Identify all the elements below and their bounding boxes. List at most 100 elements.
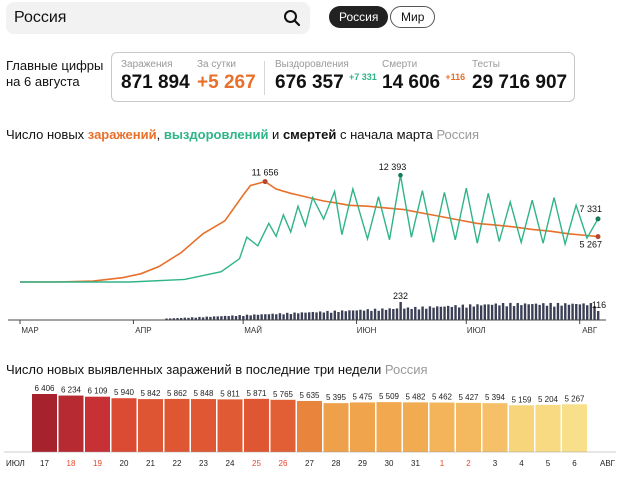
- death-bar: [597, 311, 600, 320]
- death-bar: [198, 316, 201, 320]
- day-label: 31: [411, 459, 420, 468]
- death-bar: [553, 306, 556, 320]
- day-bar: [297, 400, 322, 452]
- day-label: 29: [358, 459, 367, 468]
- death-bar: [527, 304, 530, 320]
- death-bar: [286, 312, 289, 320]
- day-value-label: 5 204: [538, 395, 559, 404]
- stat-label: Заражения: [121, 59, 173, 70]
- death-bar: [388, 308, 391, 320]
- day-label: 30: [385, 459, 394, 468]
- stat-infections: Заражения 871 894: [121, 59, 190, 94]
- death-bar: [406, 307, 410, 320]
- day-value-label: 5 427: [458, 393, 479, 402]
- month-end-label: АВГ: [600, 459, 616, 468]
- day-value-label: 5 940: [114, 388, 135, 397]
- death-bar: [201, 317, 205, 320]
- title-part: Число новых: [6, 127, 88, 142]
- day-bar: [482, 403, 508, 452]
- month-label: АВГ: [582, 326, 598, 335]
- death-bar: [487, 304, 490, 320]
- death-bar: [337, 312, 340, 320]
- day-bar: [323, 403, 349, 452]
- death-bar: [366, 309, 369, 320]
- month-label: МАР: [21, 326, 38, 335]
- death-bar: [567, 304, 571, 320]
- death-bar: [450, 306, 454, 320]
- death-bar: [227, 316, 230, 320]
- death-bar: [571, 303, 574, 320]
- death-bar: [534, 303, 538, 320]
- deaths-peak-label: 232: [393, 291, 408, 301]
- day-bar: [509, 405, 534, 452]
- death-bar: [187, 317, 190, 320]
- day-label: 28: [332, 459, 341, 468]
- death-bar: [245, 314, 249, 320]
- death-bar: [447, 305, 450, 320]
- death-bar: [414, 306, 417, 320]
- death-bar: [461, 304, 465, 320]
- day-value-label: 5 765: [273, 390, 294, 399]
- stat-delta: +116: [445, 72, 466, 82]
- month-start-label: ИЮЛ: [6, 459, 25, 468]
- death-bar: [231, 315, 234, 320]
- recoveries-peak-label: 12 393: [379, 162, 407, 172]
- death-bar: [476, 304, 479, 320]
- tab-world[interactable]: Мир: [390, 6, 436, 28]
- search-icon[interactable]: [282, 8, 302, 28]
- death-bar: [282, 314, 285, 320]
- death-bar: [234, 316, 238, 320]
- stat-daily: За сутки +5 267: [197, 59, 256, 94]
- day-bar: [58, 395, 84, 452]
- death-bar: [304, 312, 307, 320]
- search-input[interactable]: [14, 2, 274, 34]
- day-label: 21: [146, 459, 155, 468]
- day-label: 26: [279, 459, 288, 468]
- day-bar: [191, 399, 216, 452]
- day-value-label: 6 406: [34, 384, 55, 393]
- day-value-label: 5 842: [140, 389, 161, 398]
- death-bar: [362, 310, 366, 320]
- death-bar: [311, 312, 315, 320]
- stat-value-wrap: 676 357 +7 331: [275, 72, 377, 94]
- title-part: ,: [156, 127, 164, 142]
- death-bar: [384, 309, 388, 320]
- death-bar: [355, 310, 358, 320]
- death-bar: [520, 305, 523, 320]
- day-label: 3: [493, 459, 498, 468]
- stat-value: 29 716 907: [472, 72, 568, 93]
- day-bar: [562, 404, 587, 452]
- day-value-label: 5 475: [352, 392, 373, 401]
- death-bar: [194, 317, 197, 320]
- day-label: 24: [226, 459, 235, 468]
- death-bar: [542, 303, 545, 320]
- day-label: 27: [305, 459, 314, 468]
- stats-panel: Заражения 871 894 За сутки +5 267 Выздор…: [111, 52, 575, 102]
- death-bar: [308, 312, 311, 320]
- death-bar: [575, 303, 578, 320]
- tab-russia[interactable]: Россия: [329, 6, 389, 28]
- death-bar: [586, 305, 589, 320]
- day-bar: [164, 398, 190, 452]
- day-value-label: 5 811: [220, 389, 240, 398]
- day-bar: [535, 404, 561, 452]
- death-bar: [260, 314, 263, 320]
- death-bar: [179, 317, 183, 320]
- day-value-label: 5 862: [167, 389, 188, 398]
- chart2-title: Число новых выявленных заражений в после…: [6, 362, 428, 377]
- death-bar: [176, 318, 179, 320]
- death-bar: [326, 310, 329, 320]
- stat-delta: +7 331: [348, 72, 377, 82]
- day-value-label: 5 871: [246, 389, 267, 398]
- death-bar: [472, 306, 476, 320]
- death-bar: [501, 302, 505, 320]
- search-box[interactable]: [6, 2, 310, 34]
- death-bar: [538, 304, 541, 320]
- day-bar: [350, 402, 375, 452]
- death-bar: [421, 306, 424, 320]
- death-bar: [403, 308, 406, 320]
- infections-peak-point: [262, 179, 268, 185]
- cases-timeline-chart[interactable]: 11 656 12 393 5 267 7 331 232 116 МАР АПР МАЙ ИЮН…: [0, 140, 620, 340]
- day-label: 19: [93, 459, 102, 468]
